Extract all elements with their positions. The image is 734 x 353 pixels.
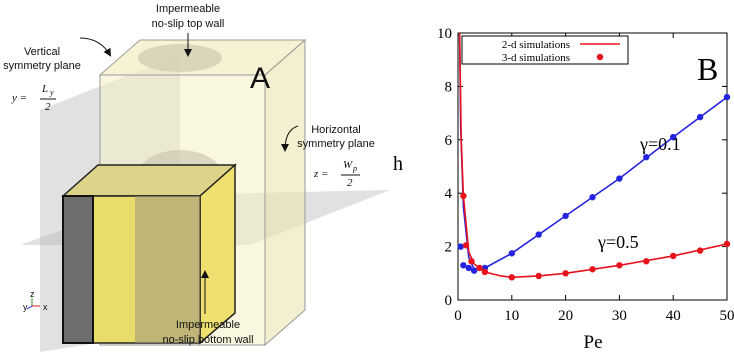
cylinder-top — [138, 44, 222, 72]
y-tick-label: 6 — [445, 133, 453, 149]
label: Horizontal — [311, 124, 361, 136]
y-tick-label: 8 — [445, 79, 453, 95]
box-side — [265, 40, 305, 345]
block-end — [63, 196, 93, 343]
label: Impermeable — [176, 319, 240, 331]
series-point — [457, 243, 463, 249]
series-point — [616, 262, 622, 268]
equation: W — [343, 159, 353, 171]
axis-letter: z — [30, 289, 35, 299]
legend-point — [597, 54, 603, 60]
panel-label: B — [697, 51, 718, 87]
equation: y — [49, 88, 54, 97]
figure: Impermeable no-slip top wall Vertical sy… — [0, 0, 734, 353]
series-point — [724, 241, 730, 247]
series-point — [536, 273, 542, 279]
panel-label: A — [250, 62, 270, 95]
label: symmetry plane — [3, 60, 81, 72]
equation: z = — [313, 168, 328, 180]
x-tick-label: 0 — [454, 308, 462, 324]
series-point — [643, 258, 649, 264]
series-line — [460, 33, 727, 277]
series-point — [509, 250, 515, 256]
series-line — [460, 33, 727, 269]
series-point — [697, 247, 703, 253]
series-annotation: γ=0.5 — [597, 232, 639, 252]
x-axis-label: Pe — [584, 332, 603, 353]
equation: 2 — [347, 177, 353, 189]
block-side — [200, 165, 235, 343]
equation: p — [352, 164, 357, 173]
x-tick-label: 40 — [666, 308, 681, 324]
axis-letter: x — [43, 302, 48, 312]
series-point — [589, 194, 595, 200]
x-tick-label: 30 — [612, 308, 627, 324]
series-point — [643, 154, 649, 160]
series-point — [536, 231, 542, 237]
label: no-slip top wall — [152, 18, 225, 30]
series-point — [562, 270, 568, 276]
panel-a: Impermeable no-slip top wall Vertical sy… — [3, 3, 390, 352]
series-point — [482, 269, 488, 275]
series-point — [724, 94, 730, 100]
equation: 2 — [45, 101, 51, 113]
series-point — [509, 274, 515, 280]
panel-b: h Pe 0 2 4 6 8 10 0 10 20 30 40 50 γ=0.1 γ=0.5 2-d sim… — [393, 26, 734, 353]
label: symmetry plane — [297, 138, 375, 150]
label: Vertical — [24, 46, 60, 58]
series-point — [697, 114, 703, 120]
x-tick-label: 20 — [558, 308, 573, 324]
equation: y = — [11, 92, 27, 104]
series-point — [468, 258, 474, 264]
series-annotation: γ=0.1 — [639, 134, 681, 154]
series-point — [562, 213, 568, 219]
y-tick-label: 4 — [445, 186, 453, 202]
series-point — [476, 265, 482, 271]
y-tick-label: 0 — [445, 293, 453, 309]
legend-label: 2-d simulations — [502, 39, 570, 51]
x-tick-label: 10 — [504, 308, 519, 324]
series-point — [670, 253, 676, 259]
label: Impermeable — [156, 3, 220, 15]
series-point — [463, 242, 469, 248]
y-tick-label: 10 — [437, 26, 452, 42]
label: no-slip bottom wall — [162, 334, 253, 346]
y-tick-label: 2 — [445, 240, 453, 256]
page: Impermeable no-slip top wall Vertical sy… — [0, 0, 734, 353]
x-tick-label: 50 — [720, 308, 734, 324]
y-axis-label: h — [393, 153, 403, 175]
series-point — [589, 266, 595, 272]
series-point — [616, 175, 622, 181]
legend-label: 3-d simulations — [502, 52, 570, 64]
equation: L — [41, 83, 48, 95]
axis-letter: y — [23, 302, 28, 312]
series-point — [460, 193, 466, 199]
